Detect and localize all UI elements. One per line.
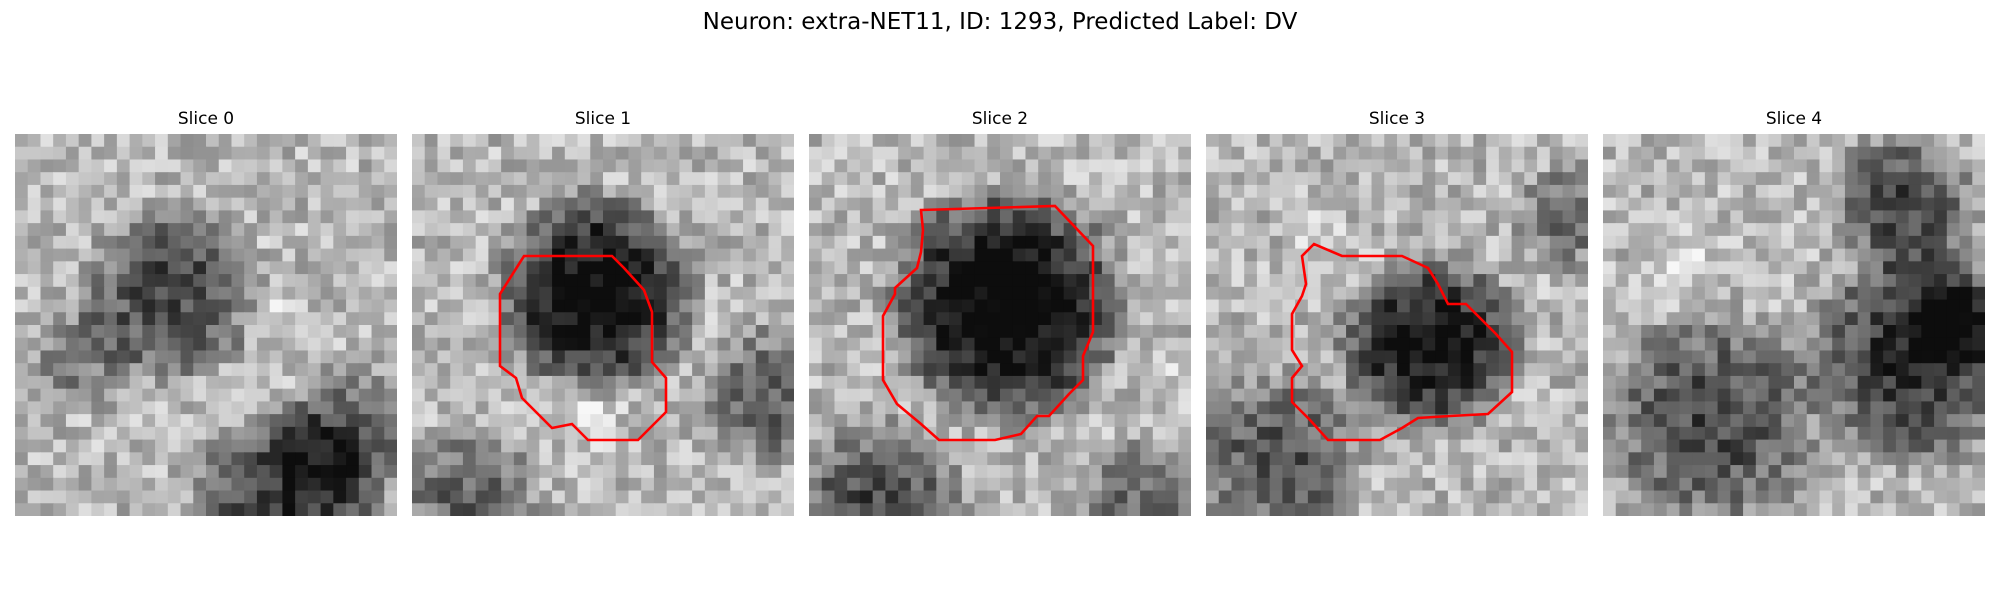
slice-title-3: Slice 3	[1368, 109, 1426, 129]
pixel-grid	[15, 134, 397, 516]
slice-image-2	[809, 134, 1191, 516]
slice-image-4	[1603, 134, 1985, 516]
pixel-grid	[412, 134, 794, 516]
slice-title-4: Slice 4	[1765, 109, 1823, 129]
slice-image-3	[1206, 134, 1588, 516]
figure-title: Neuron: extra-NET11, ID: 1293, Predicted…	[702, 9, 1298, 35]
pixel-grid	[1206, 134, 1588, 516]
slice-image-1	[412, 134, 794, 516]
neuron-contour	[498, 254, 668, 442]
slice-title-2: Slice 2	[971, 109, 1029, 129]
slice-title-1: Slice 1	[574, 109, 632, 129]
slice-title-0: Slice 0	[177, 109, 235, 129]
pixel-grid	[1603, 134, 1985, 516]
neuron-contour	[881, 204, 1095, 442]
pixel-grid	[809, 134, 1191, 516]
slice-image-0	[15, 134, 397, 516]
neuron-contour	[1290, 242, 1514, 442]
